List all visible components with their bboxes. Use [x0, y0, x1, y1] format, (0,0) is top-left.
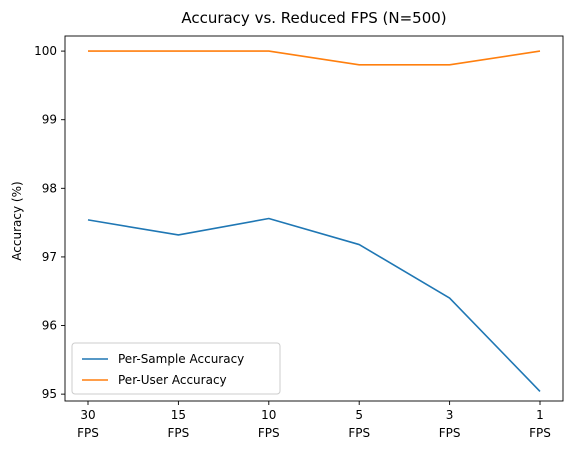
- x-tick-label: 15 FPS: [168, 408, 190, 440]
- legend-label-1: Per-Sample Accuracy: [118, 352, 244, 366]
- y-tick-label: 95: [42, 387, 57, 401]
- x-tick-label: 1 FPS: [529, 408, 551, 440]
- y-axis-label: Accuracy (%): [10, 181, 24, 260]
- plot-area: 30 FPS 15 FPS 10 FPS 5 FPS 3 FPS 1 FPS 95 96 97 98 99 100…: [34, 35, 564, 440]
- x-tick-label: 5 FPS: [348, 408, 370, 440]
- x-tick-label: 30 FPS: [77, 408, 99, 440]
- plot-frame: [64, 35, 564, 402]
- series-line-1: [87, 217, 541, 392]
- legend-box: [71, 342, 281, 395]
- legend-label-2: Per-User Accuracy: [118, 373, 227, 387]
- y-tick-label: 98: [42, 181, 57, 195]
- y-tick-label: 99: [42, 113, 57, 127]
- x-tick-label: 10 FPS: [258, 408, 280, 440]
- y-tick-label: 96: [42, 319, 57, 333]
- series-line-2: [88, 50, 541, 66]
- y-tick-label: 97: [42, 250, 57, 264]
- x-tick-label: 3 FPS: [439, 408, 461, 440]
- chart-title: Accuracy vs. Reduced FPS (N=500): [181, 9, 446, 27]
- y-tick-label: 100: [34, 44, 57, 58]
